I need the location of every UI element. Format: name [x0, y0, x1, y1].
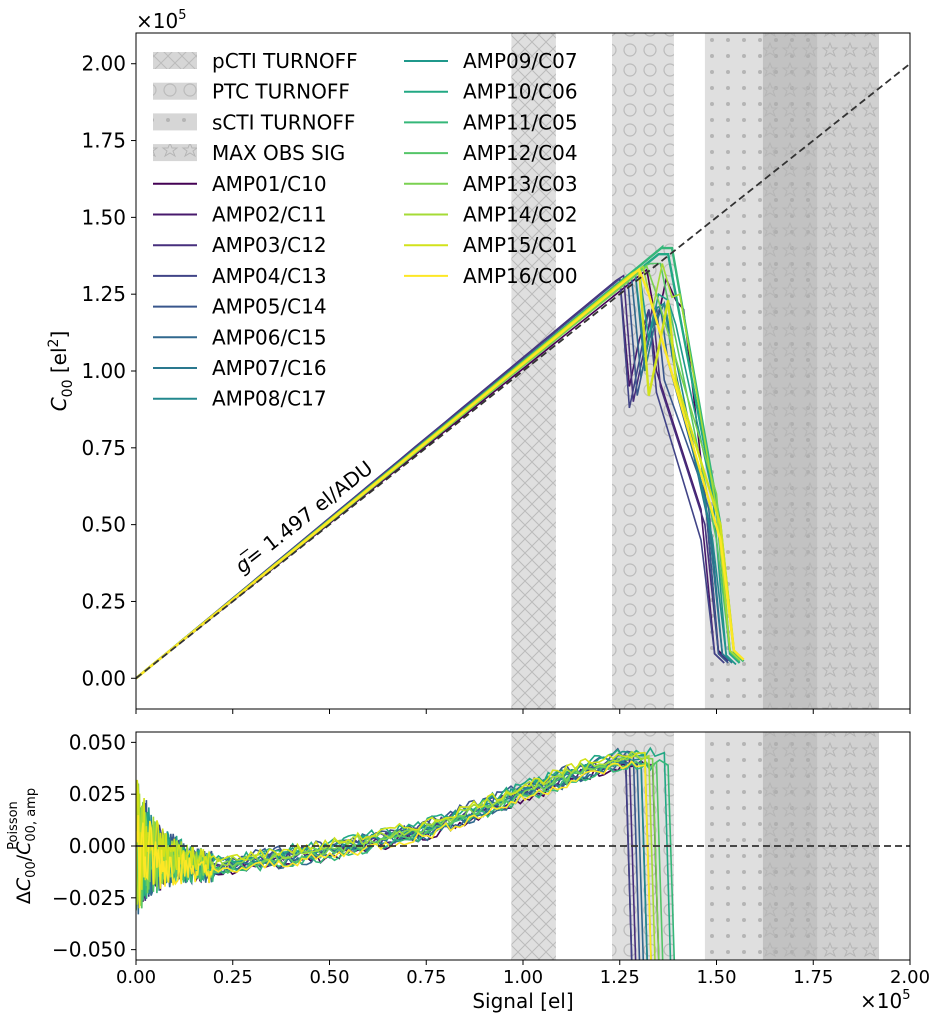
legend-label: AMP05/C14: [212, 295, 327, 319]
legend-label: PTC TURNOFF: [212, 80, 350, 104]
top-ytick-label: 1.00: [81, 359, 126, 383]
legend-swatch-pattern: [153, 144, 197, 162]
legend-label: AMP01/C10: [212, 172, 327, 196]
residual-line-amp15-c01: [136, 751, 652, 960]
top-ytick-label: 0.25: [81, 589, 126, 613]
top-ytick-label: 1.25: [81, 282, 126, 306]
top-panel: 0.00 0.25 0.50 0.75 1.00 1.25 1.50 1.75 2.00 ×10…: [46, 8, 911, 714]
legend-swatch-pattern: [153, 82, 197, 100]
top-ytick-label: 1.50: [81, 205, 126, 229]
top-ytick-label: 2.00: [81, 52, 126, 76]
legend-swatch-pattern: [153, 113, 197, 131]
bottom-y-axis-label: ΔC00/C00, ampPoisson: [6, 788, 39, 904]
bottom-xtick-label: 1.50: [696, 967, 736, 988]
bottom-xtick-label: 0.50: [309, 967, 349, 988]
legend-label: AMP04/C13: [212, 264, 327, 288]
g-overbar: [239, 548, 249, 556]
legend-label: pCTI TURNOFF: [212, 49, 358, 73]
legend-label: AMP09/C07: [463, 49, 578, 73]
residual-line-amp16-c00: [136, 760, 652, 960]
legend-label: AMP11/C05: [463, 110, 578, 134]
legend-label: AMP10/C06: [463, 80, 578, 104]
legend-label: AMP13/C03: [463, 172, 578, 196]
top-ytick-label: 0.00: [81, 666, 126, 690]
top-ytick-label: 0.75: [81, 436, 126, 460]
legend: pCTI TURNOFF PTC TURNOFF sCTI TURNOFF MAX O…: [153, 49, 578, 411]
legend-label: AMP07/C16: [212, 356, 327, 380]
bottom-xtick-label: 1.75: [793, 967, 833, 988]
shade-pattern-cross: [511, 33, 556, 709]
residual-line-amp04-c13: [136, 754, 633, 960]
bottom-ytick-label: −0.050: [52, 938, 126, 962]
legend-label: AMP03/C12: [212, 233, 327, 257]
top-ytick-label: 0.50: [81, 513, 126, 537]
legend-label: AMP02/C11: [212, 203, 327, 227]
legend-label: AMP06/C15: [212, 325, 327, 349]
bottom-xtick-label: 2.00: [890, 967, 930, 988]
shade-pattern-stars: [762, 33, 880, 709]
residual-line-amp03-c12: [136, 757, 637, 960]
legend-label: AMP14/C02: [463, 203, 578, 227]
bottom-ytick-label: 0.025: [69, 782, 126, 806]
bottom-ytick-label: 0.050: [69, 730, 126, 754]
bottom-xtick-label: 0.75: [406, 967, 446, 988]
bottom-xtick-label: 1.00: [503, 967, 543, 988]
legend-label: AMP12/C04: [463, 141, 578, 165]
series-line-amp16-c00: [136, 267, 745, 680]
top-ytick-label: 1.75: [81, 129, 126, 153]
bottom-ytick-label: 0.000: [69, 834, 126, 858]
legend-label: AMP15/C01: [463, 233, 578, 257]
legend-label: AMP08/C17: [212, 387, 327, 411]
residual-line-amp02-c11: [136, 761, 633, 960]
bottom-xtick-label: 0.25: [213, 967, 253, 988]
top-y-offset-text: ×105: [136, 8, 187, 33]
legend-label: MAX OBS SIG: [212, 141, 345, 165]
bottom-x-offset-text: ×105: [860, 988, 911, 1013]
legend-label: AMP16/C00: [463, 264, 578, 288]
bottom-panel: −0.050 −0.025 0.000 0.025 0.050 0.00 0.25 0.50…: [6, 730, 930, 1013]
top-y-axis-label: C00 [el2]: [46, 331, 76, 412]
gain-annotation: g= 1.497 el/ADU: [230, 456, 377, 578]
legend-swatch-pattern: [153, 52, 197, 69]
bottom-ytick-label: −0.025: [52, 886, 126, 910]
bottom-xtick-label: 1.25: [600, 967, 640, 988]
legend-label: sCTI TURNOFF: [212, 110, 355, 134]
bottom-xtick-label: 0.00: [116, 967, 156, 988]
bottom-x-axis-label: Signal [el]: [472, 989, 573, 1013]
